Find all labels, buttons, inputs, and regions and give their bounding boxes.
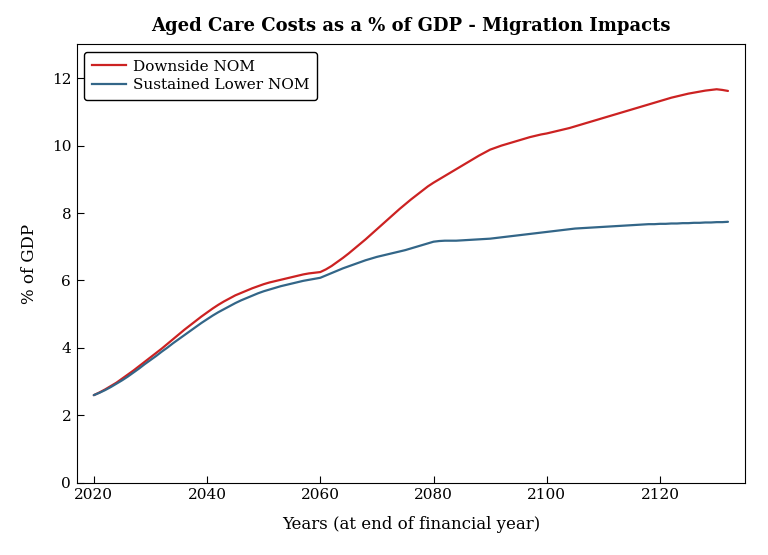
Sustained Lower NOM: [89, 392, 98, 398]
Downside NOM: [678, 92, 687, 98]
Sustained Lower NOM: [112, 380, 121, 387]
Sustained Lower NOM: [723, 219, 733, 225]
X-axis label: Years (at end of financial year): Years (at end of financial year): [282, 516, 540, 533]
Line: Downside NOM: Downside NOM: [94, 89, 728, 395]
Downside NOM: [89, 392, 98, 398]
Downside NOM: [616, 109, 625, 116]
Downside NOM: [106, 383, 115, 390]
Downside NOM: [564, 125, 574, 132]
Downside NOM: [723, 88, 733, 94]
Sustained Lower NOM: [106, 384, 115, 390]
Sustained Lower NOM: [564, 226, 574, 233]
Legend: Downside NOM, Sustained Lower NOM: Downside NOM, Sustained Lower NOM: [84, 52, 317, 100]
Sustained Lower NOM: [678, 220, 687, 226]
Sustained Lower NOM: [616, 223, 625, 229]
Line: Sustained Lower NOM: Sustained Lower NOM: [94, 222, 728, 395]
Sustained Lower NOM: [293, 279, 303, 285]
Downside NOM: [112, 380, 121, 386]
Downside NOM: [293, 273, 303, 279]
Title: Aged Care Costs as a % of GDP - Migration Impacts: Aged Care Costs as a % of GDP - Migratio…: [151, 17, 670, 34]
Y-axis label: % of GDP: % of GDP: [21, 224, 38, 304]
Downside NOM: [712, 86, 721, 93]
